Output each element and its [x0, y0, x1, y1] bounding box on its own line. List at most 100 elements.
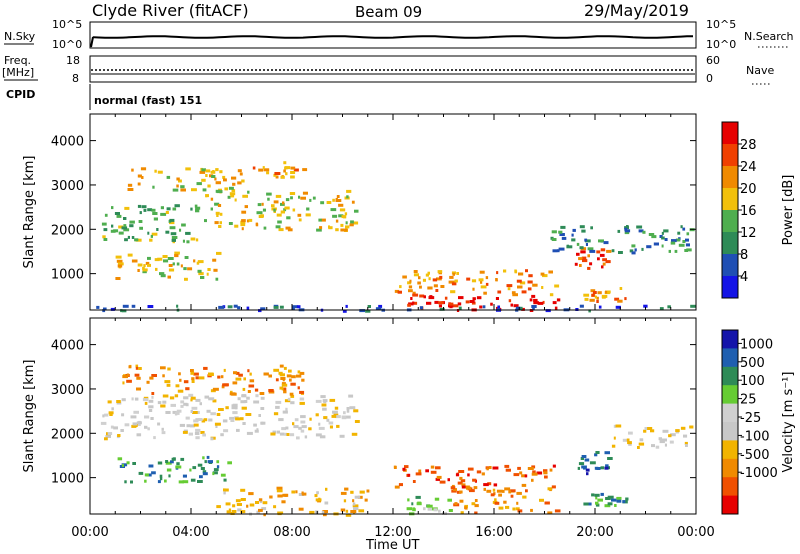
data-cell — [133, 410, 139, 414]
data-cell — [195, 428, 201, 432]
data-cell — [165, 461, 172, 465]
data-cell — [408, 289, 413, 293]
data-cell — [228, 186, 234, 190]
data-cell — [482, 305, 486, 309]
data-cell — [169, 226, 176, 230]
data-cell — [235, 377, 242, 381]
data-cell — [212, 399, 217, 403]
data-cell — [684, 441, 688, 445]
data-cell — [289, 392, 294, 396]
data-cell — [510, 303, 513, 307]
data-cell — [450, 290, 456, 294]
data-cell — [179, 378, 182, 382]
data-cell — [585, 239, 591, 243]
data-cell — [655, 445, 660, 449]
data-cell — [452, 272, 455, 276]
data-cell — [185, 167, 191, 171]
data-cell — [561, 236, 567, 240]
data-cell — [235, 417, 241, 421]
data-cell — [521, 483, 527, 487]
data-cell — [581, 256, 587, 260]
data-cell — [343, 411, 346, 415]
data-cell — [438, 304, 442, 308]
nsearch-tick-bottom: 10^0 — [706, 38, 736, 51]
data-region — [216, 486, 370, 517]
data-cell — [412, 291, 416, 295]
data-cell — [216, 190, 223, 194]
data-cell — [111, 224, 114, 228]
data-cell — [141, 205, 147, 209]
data-cell — [678, 243, 685, 247]
data-cell — [218, 225, 222, 228]
colorbar-tick-label: 16 — [740, 204, 757, 219]
data-cell — [232, 411, 238, 415]
data-cell — [551, 485, 556, 489]
data-cell — [433, 284, 438, 288]
y-axis-label: Slant Range [km] — [22, 360, 37, 473]
data-cell — [319, 226, 323, 230]
data-cell — [637, 446, 640, 449]
data-cell — [407, 281, 412, 285]
data-cell — [521, 474, 526, 478]
data-cell — [596, 300, 599, 303]
data-cell — [155, 267, 158, 271]
data-cell — [480, 280, 483, 284]
data-cell — [448, 280, 455, 284]
data-cell — [176, 184, 179, 188]
data-cell — [276, 213, 282, 217]
data-cell — [154, 169, 157, 173]
data-cell — [275, 175, 279, 179]
data-cell — [455, 473, 460, 477]
data-cell — [669, 440, 674, 444]
data-cell — [512, 507, 516, 511]
data-cell — [459, 499, 464, 503]
x-axis-label: Time UT — [365, 538, 419, 553]
data-cell — [429, 295, 433, 299]
data-cell — [527, 280, 533, 284]
data-cell — [418, 276, 421, 280]
data-cell — [259, 500, 263, 504]
data-cell — [153, 436, 156, 440]
y-tick-label: 2000 — [51, 427, 84, 442]
data-cell — [249, 503, 255, 507]
data-cell — [507, 287, 511, 291]
data-cell — [246, 431, 253, 435]
data-cell — [228, 508, 232, 512]
data-cell — [515, 306, 521, 310]
data-cell — [349, 223, 354, 227]
data-cell — [242, 387, 246, 391]
data-cell — [206, 409, 211, 413]
data-cell — [233, 371, 238, 375]
data-cell — [586, 502, 592, 506]
data-cell — [513, 304, 519, 308]
data-cell — [272, 430, 276, 434]
data-cell — [664, 443, 667, 447]
data-cell — [275, 225, 281, 229]
data-cell — [641, 247, 644, 251]
data-region — [583, 287, 627, 303]
data-cell — [236, 428, 240, 432]
data-region — [393, 464, 556, 490]
data-cell — [227, 195, 231, 199]
data-cell — [195, 398, 201, 402]
data-cell — [451, 282, 457, 286]
data-cell — [122, 304, 129, 308]
data-cell — [410, 297, 413, 300]
data-cell — [101, 222, 107, 226]
colorbar-swatch — [722, 232, 738, 255]
data-cell — [346, 407, 350, 410]
data-cell — [276, 430, 280, 434]
data-cell — [277, 511, 284, 515]
data-cell — [100, 421, 107, 425]
data-cell — [531, 294, 536, 298]
data-cell — [458, 296, 464, 300]
colorbar-tick-label: 100 — [740, 374, 765, 389]
data-cell — [328, 421, 334, 425]
colorbar-swatch — [722, 330, 738, 349]
data-cell — [510, 494, 514, 498]
data-cell — [225, 502, 231, 506]
colorbar-tick-label: 25 — [740, 393, 757, 408]
data-cell — [184, 277, 188, 281]
data-cell — [560, 225, 566, 229]
data-cell — [659, 440, 665, 444]
